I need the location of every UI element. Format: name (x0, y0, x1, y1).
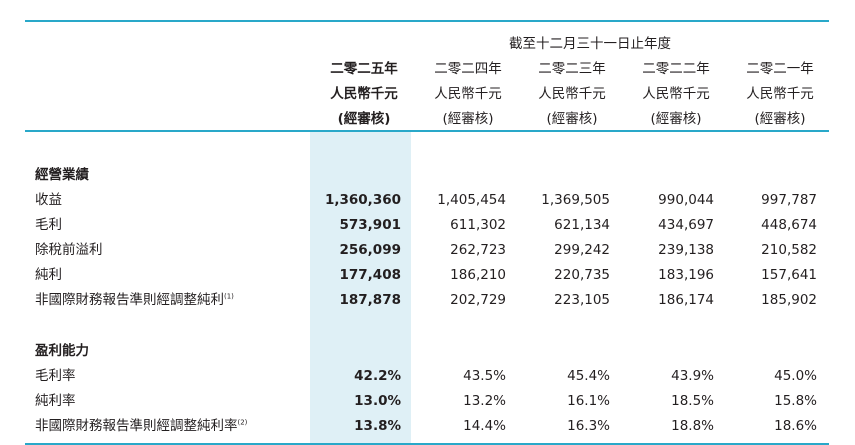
row-label-text: 收益 (35, 192, 62, 208)
column-year: 二零二三年 (538, 61, 606, 77)
column-year: 二零二五年 (330, 61, 398, 77)
top-rule (25, 20, 829, 22)
table-cell: 43.9% (671, 368, 714, 384)
header-rule (25, 130, 829, 132)
table-cell: 13.0% (354, 393, 401, 409)
table-cell: 14.4% (463, 418, 506, 434)
column-note: (經審核) (754, 111, 806, 127)
table-cell: 997,787 (761, 192, 817, 208)
table-cell: 18.6% (774, 418, 817, 434)
table-cell: 434,697 (658, 217, 714, 233)
row-label: 除稅前溢利 (35, 241, 103, 259)
section-title: 經營業績 (35, 167, 89, 183)
table-cell: 262,723 (450, 242, 506, 258)
table-cell: 239,138 (658, 242, 714, 258)
table-cell: 990,044 (658, 192, 714, 208)
table-cell: 18.8% (671, 418, 714, 434)
table-cell: 202,729 (450, 292, 506, 308)
row-label: 非國際財務報告準則經調整純利率(2) (35, 417, 247, 435)
row-label: 純利 (35, 266, 62, 284)
row-label: 純利率 (35, 392, 76, 410)
column-year: 二零二二年 (642, 61, 710, 77)
table-cell: 448,674 (761, 217, 817, 233)
column-unit: 人民幣千元 (746, 86, 814, 102)
table-cell: 45.0% (774, 368, 817, 384)
table-cell: 1,405,454 (437, 192, 506, 208)
table-cell: 299,242 (554, 242, 610, 258)
table-cell: 223,105 (554, 292, 610, 308)
row-label: 毛利率 (35, 367, 76, 385)
table-cell: 187,878 (339, 292, 402, 308)
current-year-highlight (310, 131, 411, 445)
column-note: (經審核) (546, 111, 598, 127)
column-note: (經審核) (442, 111, 494, 127)
table-cell: 43.5% (463, 368, 506, 384)
row-label: 毛利 (35, 216, 62, 234)
table-cell: 186,210 (450, 267, 506, 283)
table-cell: 1,360,360 (324, 192, 401, 208)
row-label: 非國際財務報告準則經調整純利(1) (35, 291, 234, 309)
footnote-marker: (2) (237, 418, 248, 427)
column-unit: 人民幣千元 (642, 86, 710, 102)
table-cell: 18.5% (671, 393, 714, 409)
period-title: 截至十二月三十一日止年度 (509, 36, 671, 52)
table-cell: 15.8% (774, 393, 817, 409)
footnote-marker: (1) (224, 292, 234, 301)
bottom-rule (25, 443, 829, 445)
table-cell: 611,302 (450, 217, 506, 233)
row-label-text: 除稅前溢利 (35, 242, 103, 258)
column-year: 二零二一年 (746, 61, 814, 77)
table-cell: 177,408 (339, 267, 402, 283)
column-unit: 人民幣千元 (434, 86, 502, 102)
column-note: (經審核) (337, 111, 391, 127)
table-cell: 157,641 (761, 267, 817, 283)
row-label-text: 純利率 (35, 393, 76, 409)
table-cell: 256,099 (339, 242, 402, 258)
row-label-text: 毛利率 (35, 368, 76, 384)
top-bar (0, 0, 855, 22)
table-cell: 42.2% (354, 368, 401, 384)
column-year: 二零二四年 (434, 61, 502, 77)
table-cell: 186,174 (658, 292, 714, 308)
table-cell: 1,369,505 (541, 192, 610, 208)
column-note: (經審核) (650, 111, 702, 127)
table-cell: 16.1% (567, 393, 610, 409)
table-cell: 210,582 (761, 242, 817, 258)
row-label-text: 毛利 (35, 217, 62, 233)
column-unit: 人民幣千元 (538, 86, 606, 102)
table-cell: 185,902 (761, 292, 817, 308)
row-label-text: 非國際財務報告準則經調整純利率 (35, 418, 238, 434)
section-title: 盈利能力 (35, 343, 89, 359)
table-cell: 183,196 (658, 267, 714, 283)
table-cell: 45.4% (567, 368, 610, 384)
table-cell: 573,901 (339, 217, 402, 233)
table-cell: 13.8% (354, 418, 401, 434)
table-cell: 621,134 (554, 217, 610, 233)
table-cell: 13.2% (463, 393, 506, 409)
row-label-text: 純利 (35, 267, 62, 283)
column-unit: 人民幣千元 (330, 86, 398, 102)
row-label-text: 非國際財務報告準則經調整純利 (35, 292, 224, 308)
table-cell: 16.3% (567, 418, 610, 434)
row-label: 收益 (35, 191, 62, 209)
table-cell: 220,735 (554, 267, 610, 283)
